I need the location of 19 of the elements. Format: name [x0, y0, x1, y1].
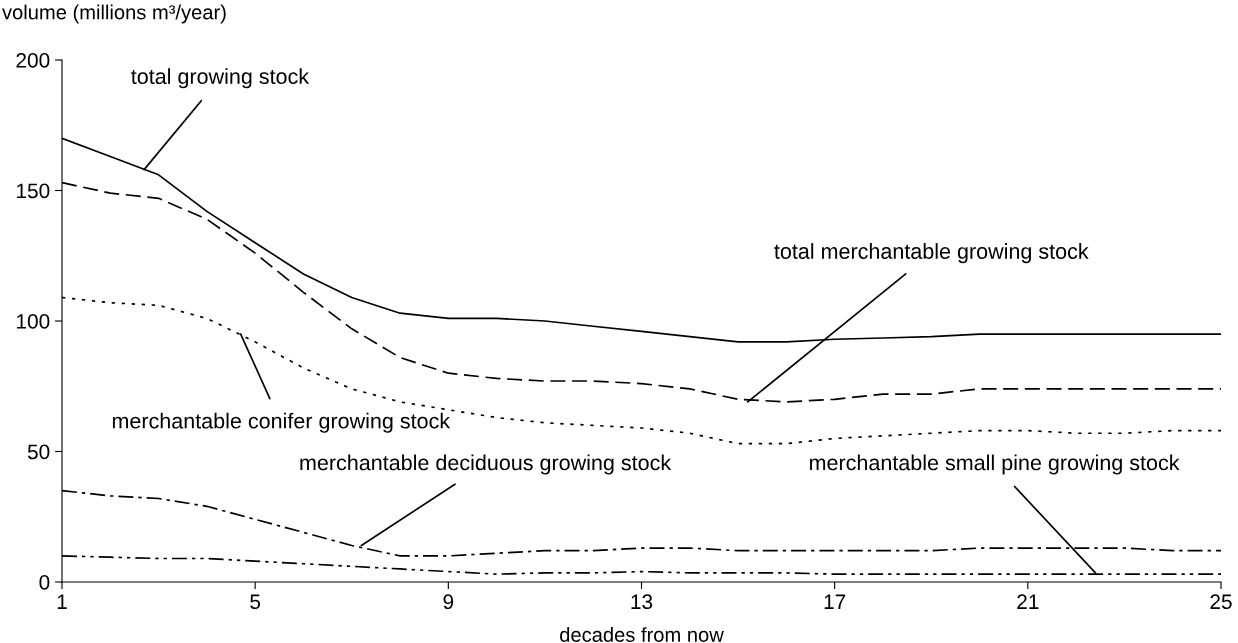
x-tick-label: 13: [631, 594, 653, 610]
x-tick-label: 9: [443, 594, 454, 610]
y-axis-title: volume (millions m³/year): [2, 4, 226, 24]
x-tick-label: 1: [57, 594, 67, 609]
annotation: merchantable conifer growing stock: [112, 412, 451, 433]
x-tick-label: 5: [250, 594, 261, 610]
x-tick-label: 21: [1017, 594, 1039, 609]
y-tick-label: 150: [17, 183, 50, 199]
annotation: merchantable small pine growing stock: [810, 454, 1180, 475]
y-tick-label: 200: [16, 53, 50, 68]
annotation: merchantable deciduous growing stock: [300, 454, 672, 475]
y-tick-label: 50: [27, 444, 50, 460]
y-tick-label: 100: [17, 314, 50, 329]
annotation: total growing stock: [131, 68, 310, 89]
annotation: total merchantable growing stock: [774, 243, 1089, 264]
x-axis-title: decades from now: [560, 627, 724, 642]
x-tick-label: 17: [824, 594, 846, 609]
x-tick-label: 25: [1210, 594, 1232, 610]
y-tick-label: 0: [39, 575, 50, 590]
